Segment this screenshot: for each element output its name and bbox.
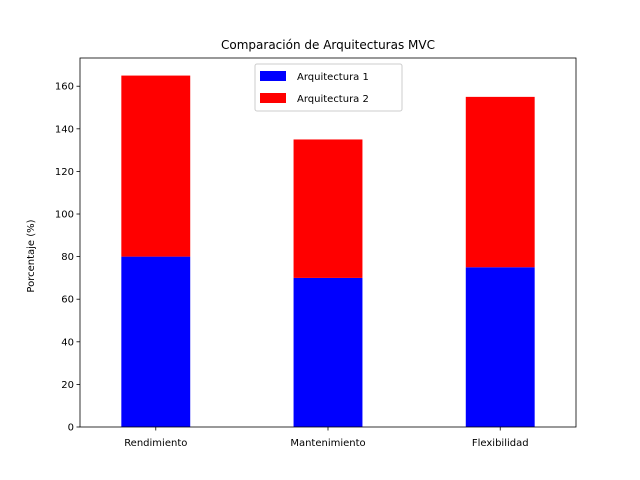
legend-label: Arquitectura 1 [297,72,369,83]
y-tick-label: 160 [55,82,74,93]
bar-2-rendimiento [121,75,191,257]
legend-label: Arquitectura 2 [297,94,369,105]
plot-area: 0 20 40 60 80 100 120 140 160 Rendimiento Mantenim… [55,57,577,449]
x-tick-label: Mantenimiento [290,438,365,449]
x-tick-label: Rendimiento [124,438,187,449]
bar-1-rendimiento [121,256,191,427]
y-tick-label: 120 [55,167,74,178]
y-tick-label: 60 [61,295,74,306]
y-tick-label: 80 [61,252,74,263]
bar-1-flexibilidad [465,267,535,427]
legend-box [254,63,403,112]
y-tick-label: 40 [61,337,74,348]
y-tick-label: 140 [55,124,74,135]
y-tick-label: 0 [68,423,74,434]
legend-swatch [260,93,286,103]
y-tick-label: 20 [61,380,74,391]
bar-2-flexibilidad [465,96,535,268]
chart-title: Comparación de Arquitecturas MVC [221,38,435,52]
legend: Arquitectura 1 Arquitectura 2 [254,63,403,112]
bar-2-mantenimiento [293,139,363,278]
legend-swatch [260,71,286,81]
bar-1-mantenimiento [293,277,363,427]
y-axis-label: Porcentaje (%) [26,219,37,292]
x-tick-label: Flexibilidad [472,438,529,449]
y-tick-label: 100 [55,210,74,221]
